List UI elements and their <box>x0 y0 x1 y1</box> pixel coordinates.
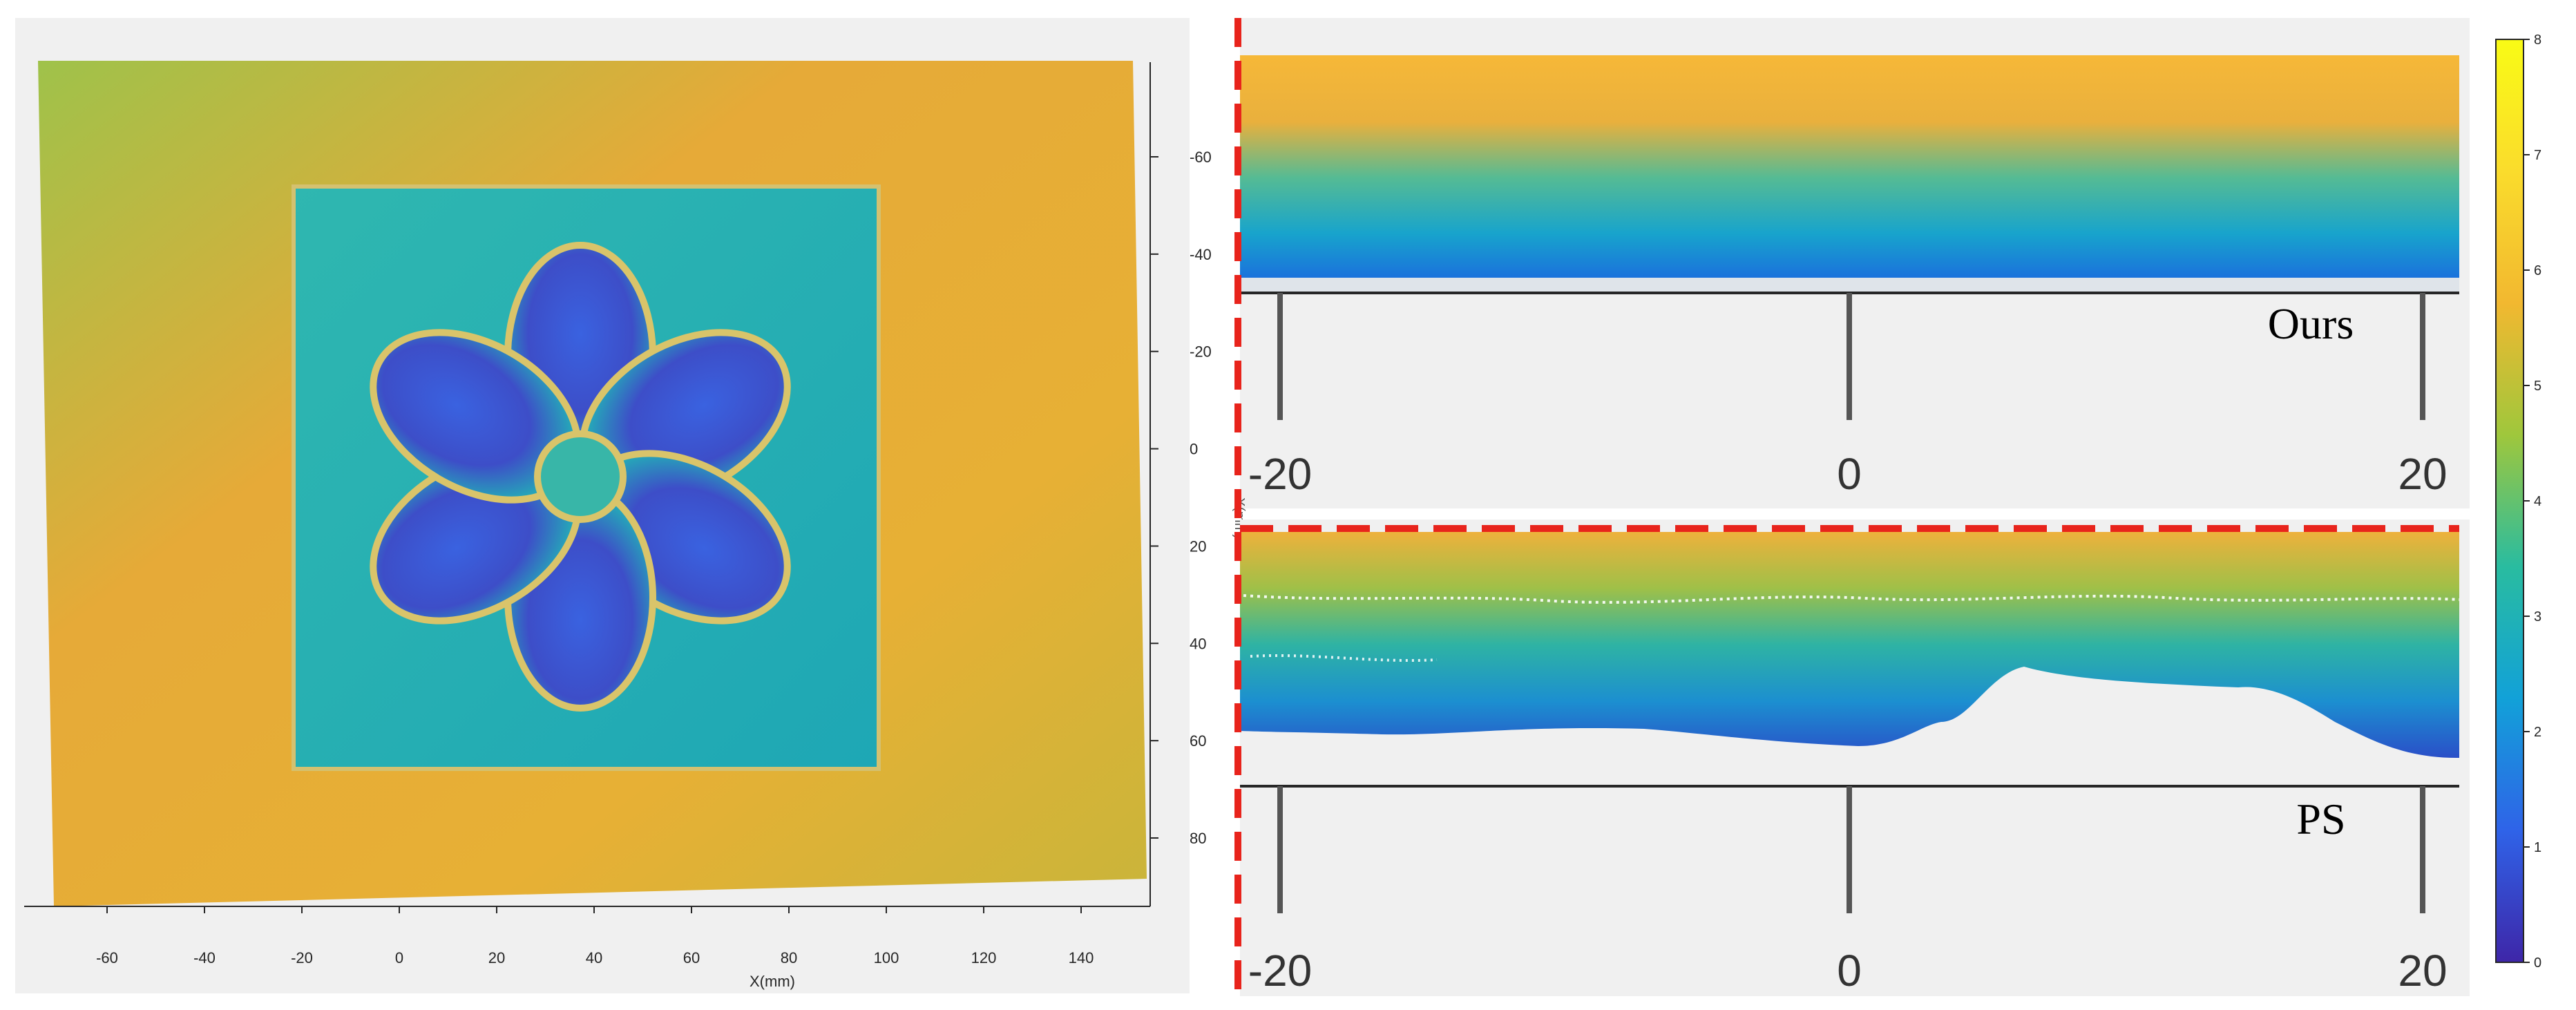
left-y-tick-label: 60 <box>1190 732 1206 750</box>
colorbar-tick-label: 6 <box>2534 263 2541 278</box>
left-y-tick-label: 20 <box>1190 537 1206 555</box>
ps-label: PS <box>2296 794 2345 844</box>
left-x-axis-label: X(mm) <box>750 973 795 990</box>
left-y-tick-label: -60 <box>1190 149 1212 166</box>
flower-center <box>534 430 627 523</box>
left-x-tick-label: 80 <box>781 949 797 966</box>
profile-tick-label: 0 <box>1837 946 1862 995</box>
left-x-tick-label: 140 <box>1069 949 1094 966</box>
ps-profile-plot: -20 0 20 PS <box>1240 520 2470 996</box>
flower-relief <box>370 242 791 712</box>
left-surface-plot: -60 -40 -20 0 20 40 60 80 100 120 140 -60 -40 -20 0 20… <box>15 18 1212 993</box>
left-y-tick-label: 0 <box>1190 441 1198 458</box>
colorbar-tick-label: 7 <box>2534 148 2541 163</box>
ps-speckle-band-lower <box>1250 654 1438 662</box>
left-y-tick-label: 80 <box>1190 830 1206 847</box>
colorbar-bar <box>2495 39 2524 963</box>
left-x-tick-label: -20 <box>291 949 313 966</box>
left-x-tick-label: -60 <box>96 949 118 966</box>
colorbar-tick-label: 3 <box>2534 609 2541 625</box>
colorbar: 0 1 2 3 4 5 6 7 8 <box>2495 32 2541 971</box>
colorbar-tick-label: 8 <box>2534 32 2541 48</box>
left-y-tick-label: -40 <box>1190 246 1212 263</box>
ours-x-ticks: -20 0 20 <box>1248 293 2448 499</box>
ours-surface-band <box>1240 55 2459 278</box>
left-x-tick-label: 20 <box>488 949 505 966</box>
profile-tick-label: 20 <box>2398 449 2447 499</box>
profile-tick-label: 20 <box>2398 946 2447 995</box>
left-y-tick-label: -20 <box>1190 343 1212 361</box>
colorbar-ticks: 0 1 2 3 4 5 6 7 8 <box>2523 32 2541 971</box>
left-y-tick-label: 40 <box>1190 635 1206 652</box>
colorbar-tick-label: 1 <box>2534 840 2541 855</box>
colorbar-tick-label: 4 <box>2534 494 2541 509</box>
left-x-ticks: -60 -40 -20 0 20 40 60 80 100 120 140 <box>96 906 1094 966</box>
profile-tick-label: 0 <box>1837 449 1862 499</box>
colorbar-tick-label: 5 <box>2534 379 2541 394</box>
ours-label: Ours <box>2268 299 2354 348</box>
left-x-tick-label: 60 <box>683 949 700 966</box>
left-x-tick-label: 0 <box>395 949 403 966</box>
colorbar-tick-label: 0 <box>2534 955 2541 971</box>
left-x-tick-label: 120 <box>971 949 997 966</box>
profile-tick-label: -20 <box>1248 946 1313 995</box>
left-x-tick-label: 100 <box>874 949 899 966</box>
left-y-ticks: -60 -40 -20 0 20 40 60 80 <box>1150 149 1212 847</box>
profile-tick-label: -20 <box>1248 449 1313 499</box>
colorbar-tick-label: 2 <box>2534 725 2541 740</box>
ours-surface-edge <box>1240 278 2459 292</box>
left-x-tick-label: -40 <box>193 949 216 966</box>
ps-surface-region <box>1240 532 2459 759</box>
ps-speckle-band-upper <box>1243 594 2460 604</box>
left-x-tick-label: 40 <box>586 949 602 966</box>
ps-x-ticks: -20 0 20 <box>1248 786 2448 995</box>
